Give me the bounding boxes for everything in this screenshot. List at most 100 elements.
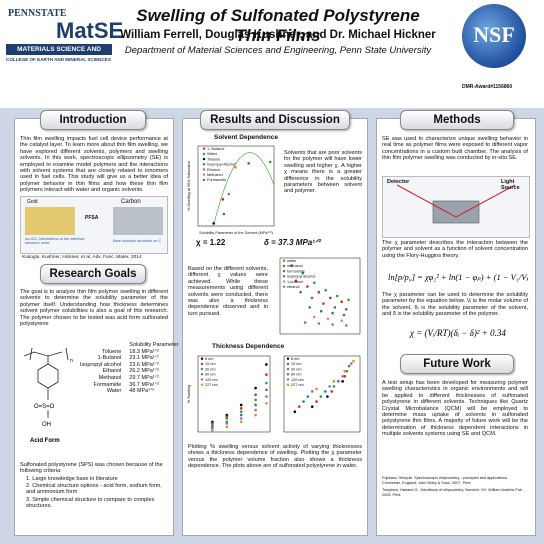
data-point xyxy=(317,322,321,325)
plot-frame xyxy=(283,355,361,433)
data-point xyxy=(225,422,229,425)
legend-marker xyxy=(202,152,206,156)
legend-marker xyxy=(282,275,286,278)
legend-entry: 60 nm xyxy=(291,373,302,377)
research-goals-body: The goal is to analyze thin film polymer… xyxy=(20,289,168,328)
criteria-item-2: 2. Chemical structure options - acid for… xyxy=(26,483,162,496)
legend-entry: 60 nm xyxy=(205,373,216,377)
solubility-equation: χ = (Vᵢ/RT)(δᵢ − δ)² + 0.34 xyxy=(409,328,506,338)
solvent-value: 23.6 MPa¹ᐟ² xyxy=(129,361,159,368)
solvent-value: 18.3 MPa¹ᐟ² xyxy=(129,348,159,355)
legend-marker xyxy=(200,367,204,371)
criteria-intro: Sulfonated polystyrene (SPS) was chosen … xyxy=(20,462,163,475)
matse-college: COLLEGE OF EARTH AND MINERAL SCIENCES xyxy=(6,57,111,62)
data-point xyxy=(222,212,226,216)
legend-entry: isopropyl alcohol xyxy=(287,275,315,279)
legend-marker xyxy=(286,383,290,386)
ellipsometry-figure: Detector Light Source xyxy=(382,176,530,238)
beam-out xyxy=(455,184,516,218)
solubility-table: Solubility Parameter Toluene 18.3 MPa¹ᐟ² … xyxy=(76,342,183,395)
data-point xyxy=(328,385,331,388)
methods-heading: Methods xyxy=(400,110,514,130)
data-point xyxy=(319,309,323,313)
data-point xyxy=(265,388,268,392)
data-point xyxy=(294,279,298,283)
matse-logo: MatSE xyxy=(56,18,124,43)
data-point xyxy=(225,425,229,429)
data-point xyxy=(302,400,305,403)
legend-marker xyxy=(286,367,290,371)
legend-marker xyxy=(282,259,286,262)
data-point xyxy=(332,385,336,388)
data-point xyxy=(268,160,272,164)
struct-oh: OH xyxy=(42,422,51,428)
data-point xyxy=(301,271,305,275)
data-point xyxy=(350,362,353,365)
data-point xyxy=(344,324,348,327)
fit-curve xyxy=(198,152,275,227)
pfsa-label: PFSA xyxy=(85,215,99,221)
data-point xyxy=(326,395,329,398)
data-point xyxy=(331,311,334,315)
legend-marker xyxy=(282,285,286,288)
data-point xyxy=(265,401,268,405)
data-point xyxy=(310,405,314,408)
legend-marker xyxy=(202,163,206,166)
table-header: Solubility Parameter xyxy=(129,342,179,348)
data-point xyxy=(297,405,301,408)
legend-entry: 1-butanol xyxy=(287,280,303,284)
data-point xyxy=(234,166,237,169)
legend-marker xyxy=(282,280,286,283)
table-row: Toluene 18.3 MPa¹ᐟ² xyxy=(76,349,183,356)
data-point xyxy=(341,380,344,383)
data-point xyxy=(306,395,310,398)
legend-entry: Toluene xyxy=(207,157,220,161)
data-point xyxy=(299,290,302,294)
data-point xyxy=(340,300,344,303)
legend-marker xyxy=(202,168,206,171)
legend-marker xyxy=(202,178,206,182)
data-point xyxy=(254,403,257,407)
solvent-name: Toluene xyxy=(102,348,122,355)
thickness-dependence-text: Plotting % swelling versus solvent activ… xyxy=(188,444,362,470)
data-point xyxy=(315,400,318,403)
legend-marker xyxy=(286,362,290,366)
data-point xyxy=(319,395,323,398)
thickness-dependence-title: Thickness Dependence xyxy=(212,343,285,350)
chart-background xyxy=(186,352,274,440)
data-point xyxy=(347,364,351,368)
plot-frame xyxy=(197,355,271,433)
data-point xyxy=(239,403,243,407)
data-point xyxy=(265,381,268,385)
data-point xyxy=(239,410,243,414)
flory-huggins-equation: ln[p/p₀] = χφ₂² + ln(1 − φₚ) + (1 − V₁/V… xyxy=(388,272,528,282)
data-point xyxy=(323,390,327,393)
legend-marker xyxy=(202,147,206,150)
data-point xyxy=(254,386,257,390)
solvent-name: Isopropyl alcohol xyxy=(80,361,122,368)
solvent-name: Ethanol xyxy=(102,368,122,375)
struct-n: n xyxy=(70,358,73,364)
solvent-name: 1-Butanol xyxy=(97,355,122,362)
table-row: Isopropyl alcohol 23.6 MPa¹ᐟ² xyxy=(76,362,183,369)
solubility-equation-text: χ = (Vᵢ/RT)(δᵢ − δ)² + 0.34 xyxy=(409,328,506,338)
carbon-substrate xyxy=(113,207,163,235)
delta-value: δ = 37.3 MPa¹ᐟ² xyxy=(264,238,321,247)
chi-discussion-text: Based on the different solvents, differe… xyxy=(188,266,268,317)
legend-entry: Isopropyl Alcohol xyxy=(207,163,236,167)
data-point xyxy=(239,413,243,417)
penn-state-logo: PENNSTATE xyxy=(8,8,67,19)
sps-structure-diagram: n O=S=O OH Acid Form xyxy=(23,347,73,444)
carbon-label: Carbon xyxy=(121,199,141,205)
legend-entry: 30 nm xyxy=(291,367,302,371)
methods-body-3: The χ parameter can be used to determine… xyxy=(382,292,528,318)
legend-marker xyxy=(286,357,290,360)
data-point xyxy=(308,306,312,309)
detector-label: Detector xyxy=(387,179,410,185)
intro-citation: Kusoglu, Kushner, Hickner, et al. Adv. F… xyxy=(22,255,142,260)
data-point xyxy=(340,319,344,322)
legend-entry: 120 nm xyxy=(205,378,218,382)
ellipsometry-diagram xyxy=(396,184,516,224)
legend-entry: 1- Butanol xyxy=(207,147,224,151)
